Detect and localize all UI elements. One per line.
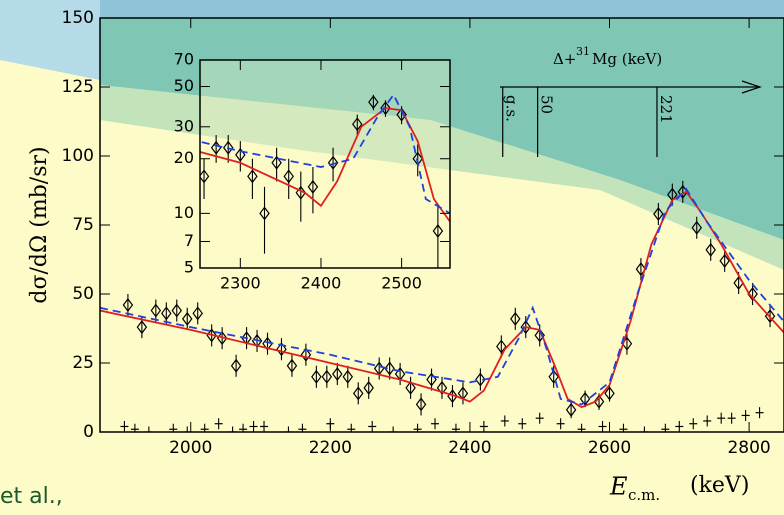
x-tick-label: 2300 (220, 274, 261, 293)
y-tick-label: 50 (72, 284, 94, 304)
y-tick-label: 7 (184, 231, 194, 250)
y-tick-label: 100 (62, 146, 94, 166)
y-tick-label: 25 (72, 353, 94, 373)
x-tick-label: 2600 (588, 438, 631, 458)
y-tick-label: 0 (83, 422, 94, 442)
y-tick-label: 70 (174, 50, 194, 69)
y-tick-label: 150 (62, 8, 94, 28)
x-tick-label: 2800 (727, 438, 770, 458)
y-tick-label: 20 (174, 148, 194, 167)
slide-band (0, 0, 784, 20)
x-axis-subscript: c.m. (628, 486, 660, 504)
footer-text: et al., (0, 484, 63, 509)
level-label: g.s. (503, 95, 521, 122)
x-tick-label: 2500 (381, 274, 422, 293)
x-tick-label: 2400 (448, 438, 491, 458)
x-axis-unit: (keV) (690, 473, 749, 498)
annotation-suffix: Mg (keV) (592, 50, 662, 68)
x-axis-symbol: E (609, 473, 628, 501)
x-tick-label: 2400 (301, 274, 342, 293)
y-tick-label: 50 (174, 76, 194, 95)
y-tick-label: 30 (174, 116, 194, 135)
annotation-mass: 31 (576, 45, 590, 58)
inset-background (200, 60, 450, 268)
level-label: 221 (657, 95, 675, 124)
y-tick-label: 5 (184, 258, 194, 277)
y-tick-label: 125 (62, 77, 94, 97)
y-tick-label: 10 (174, 203, 194, 222)
annotation-prefix: Δ+ (553, 50, 576, 68)
level-label: 50 (538, 95, 556, 114)
y-tick-label: 75 (72, 215, 94, 235)
chart: et al., dσ/dΩ (mb/sr) E c.m. (keV) Δ+ 31… (0, 0, 784, 515)
x-tick-label: 2200 (309, 438, 352, 458)
y-axis-label: dσ/dΩ (mb/sr) (27, 146, 52, 303)
x-tick-label: 2000 (169, 438, 212, 458)
